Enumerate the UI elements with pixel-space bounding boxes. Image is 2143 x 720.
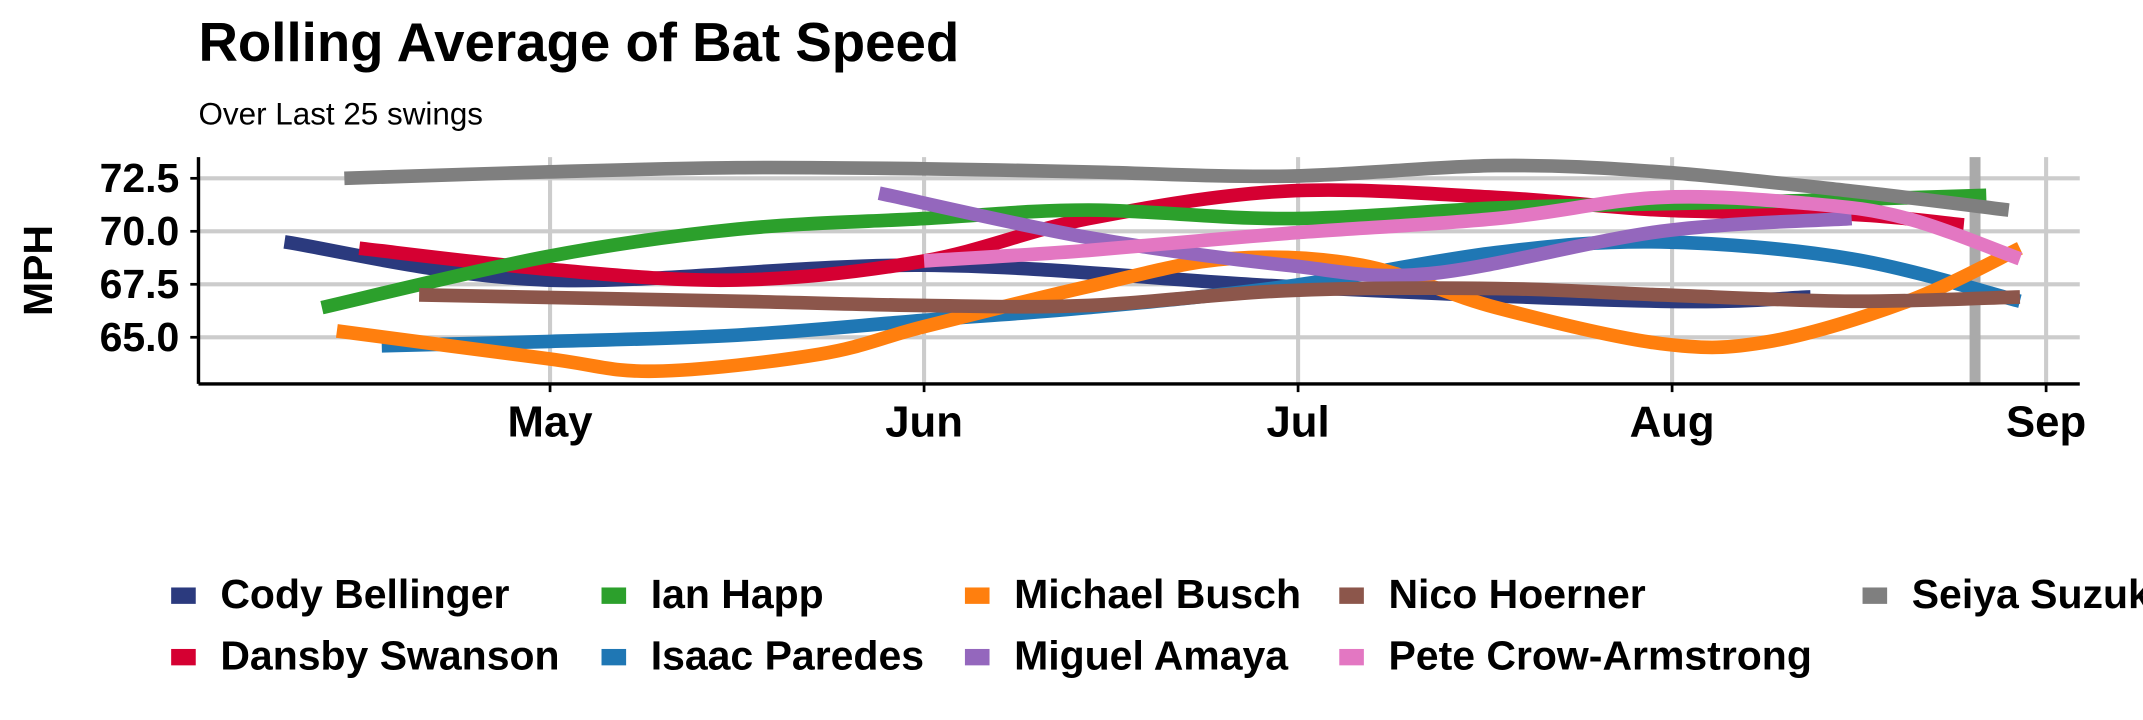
legend-swatch (171, 587, 196, 604)
legend-label: Isaac Paredes (651, 632, 924, 678)
legend-label: Ian Happ (651, 571, 824, 617)
x-tick-label: Jun (885, 397, 963, 446)
legend-swatch (964, 587, 990, 604)
series-line (419, 281, 2021, 314)
series-line (923, 189, 2023, 268)
x-tick-label: Jul (1267, 397, 1330, 446)
legend-swatch (171, 648, 196, 666)
series-line (877, 186, 1853, 283)
legend-swatch (601, 587, 627, 604)
legend-label: Nico Hoerner (1388, 571, 1645, 617)
legend-label: Dansby Swanson (220, 632, 559, 678)
x-tick-label: Aug (1630, 397, 1715, 446)
series-line (344, 158, 2010, 217)
y-tick-label: 65.0 (100, 314, 180, 360)
legend-label: Miguel Amaya (1014, 632, 1289, 678)
y-tick-label: 72.5 (100, 155, 180, 201)
y-axis-label: MPH (15, 225, 61, 316)
chart-subtitle: Over Last 25 swings (198, 96, 483, 131)
y-tick-label: 70.0 (100, 208, 180, 254)
y-tick-label: 67.5 (100, 261, 180, 307)
x-tick-label: May (508, 397, 594, 446)
legend-label: Michael Busch (1014, 571, 1301, 617)
chart-title: Rolling Average of Bat Speed (198, 12, 959, 73)
legend-swatch (1339, 648, 1364, 666)
legend-label: Pete Crow-Armstrong (1388, 632, 1811, 678)
legend-swatch (964, 648, 990, 666)
legend-swatch (1862, 587, 1888, 604)
x-tick-label: Sep (2006, 397, 2086, 446)
legend-swatch (1339, 587, 1364, 604)
series-line (358, 183, 1965, 288)
legend-label: Seiya Suzuki (1912, 571, 2143, 617)
legend-swatch (601, 648, 627, 666)
legend-label: Cody Bellinger (220, 571, 509, 617)
